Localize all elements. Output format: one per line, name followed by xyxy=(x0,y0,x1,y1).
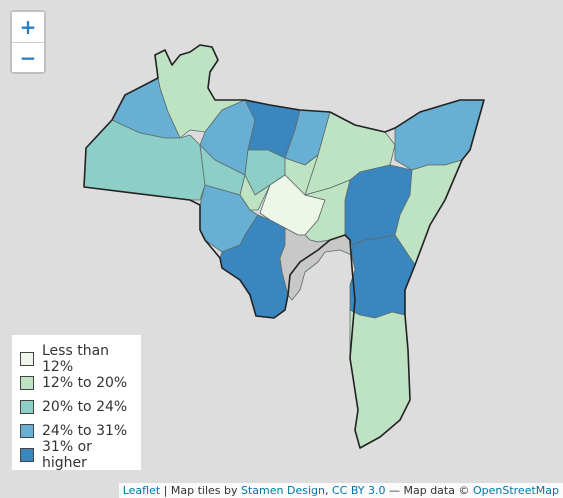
legend-swatch-2 xyxy=(20,400,34,414)
legend-label: 31% or higher xyxy=(42,439,92,471)
legend-swatch-4 xyxy=(20,448,34,462)
city-boundary-outline xyxy=(83,44,485,449)
legend-swatch-3 xyxy=(20,424,34,438)
legend-label: Less than 12% xyxy=(42,343,110,375)
zoom-in-button[interactable]: + xyxy=(12,12,44,42)
legend-item: 24% to 31% xyxy=(20,419,141,443)
legend-item: 20% to 24% xyxy=(20,395,141,419)
attribution-text: — Map data © xyxy=(385,484,473,497)
legend-label: 24% to 31% xyxy=(42,423,128,439)
legend-item: 31% or higher xyxy=(20,439,141,471)
leaflet-link[interactable]: Leaflet xyxy=(122,484,161,497)
region-no-data[interactable] xyxy=(279,227,353,301)
legend-swatch-0 xyxy=(20,352,34,366)
legend-swatch-1 xyxy=(20,376,34,390)
attribution-text: , xyxy=(324,484,332,497)
legend-item: Less than 12% xyxy=(20,343,141,375)
legend-item: 12% to 20% xyxy=(20,371,141,395)
legend-label: 12% to 20% xyxy=(42,375,128,391)
map-attribution: Leaflet | Map tiles by Stamen Design, CC… xyxy=(118,483,563,498)
osm-link[interactable]: OpenStreetMap xyxy=(472,484,559,497)
stamen-link[interactable]: Stamen Design xyxy=(241,484,325,497)
zoom-out-button[interactable]: − xyxy=(12,42,44,72)
license-link[interactable]: CC BY 3.0 xyxy=(331,484,386,497)
attribution-text: | Map tiles by xyxy=(160,484,241,497)
legend-label: 20% to 24% xyxy=(42,399,128,415)
zoom-control: + − xyxy=(10,10,46,74)
map-legend: Less than 12% 12% to 20% 20% to 24% 24% … xyxy=(12,335,141,471)
